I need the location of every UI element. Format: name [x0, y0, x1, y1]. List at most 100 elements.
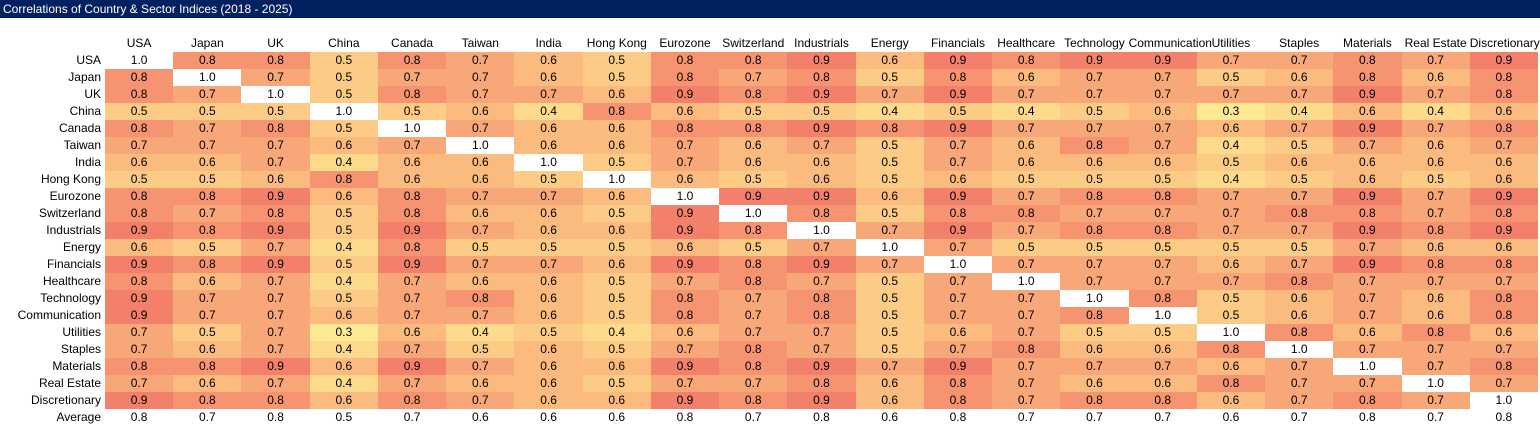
heatmap-cell: 1.0: [855, 239, 924, 256]
heatmap-cell: 0.7: [446, 188, 515, 205]
heatmap-cell: 0.8: [1401, 324, 1470, 341]
heatmap-cell: 0.5: [1196, 307, 1266, 324]
heatmap-cell: 0.9: [377, 256, 447, 273]
heatmap-cell: 0.5: [582, 154, 651, 171]
column-header: Materials: [1343, 36, 1392, 50]
heatmap-cell: 0.7: [446, 120, 515, 137]
heatmap-cell: 0.8: [173, 188, 242, 205]
heatmap-cell: 0.6: [582, 120, 651, 137]
row-label: Technology: [40, 291, 101, 305]
heatmap-cell: 0.5: [855, 273, 924, 290]
heatmap-cell: 0.7: [105, 137, 174, 154]
heatmap-cell: 0.4: [582, 324, 651, 341]
heatmap-cell: 0.7: [1265, 256, 1334, 273]
row-label: Materials: [52, 359, 101, 373]
heatmap-cell: 0.8: [992, 205, 1061, 222]
heatmap-cell: 0.8: [105, 86, 174, 103]
heatmap-cell: 0.5: [173, 171, 242, 188]
heatmap-cell: 0.7: [173, 307, 242, 324]
heatmap-cell: 0.8: [1128, 188, 1197, 205]
heatmap-cell: 0.8: [582, 103, 651, 120]
heatmap-cell: 0.8: [173, 392, 242, 409]
heatmap-cell: 0.3: [1196, 103, 1266, 120]
heatmap-cell: 0.5: [855, 324, 924, 341]
heatmap-cell: 0.7: [514, 188, 583, 205]
heatmap-cell: 0.7: [173, 120, 242, 137]
heatmap-cell: 0.7: [1128, 205, 1197, 222]
heatmap-cell: 0.8: [923, 205, 993, 222]
heatmap-cell: 0.7: [377, 69, 447, 86]
heatmap-cell: 0.6: [992, 69, 1061, 86]
heatmap-cell: 1.0: [309, 103, 378, 120]
row-label: UK: [84, 87, 101, 101]
heatmap-cell: 0.7: [1128, 69, 1197, 86]
heatmap-cell: 0.7: [241, 137, 310, 154]
row-label: Industrials: [46, 223, 101, 237]
heatmap-cell: 1.0: [1128, 307, 1197, 324]
heatmap-cell: 0.6: [1469, 154, 1538, 171]
heatmap-cell: 0.7: [1196, 52, 1266, 69]
heatmap-cell: 0.9: [787, 188, 856, 205]
heatmap-cell: 0.8: [105, 120, 174, 137]
heatmap-cell: 0.6: [1265, 69, 1334, 86]
heatmap-cell: 0.7: [1401, 273, 1470, 290]
average-cell: 0.7: [403, 410, 421, 424]
heatmap-cell: 0.7: [1060, 205, 1129, 222]
heatmap-cell: 0.8: [377, 188, 447, 205]
heatmap-cell: 0.7: [446, 307, 515, 324]
heatmap-cell: 0.6: [514, 375, 583, 392]
heatmap-cell: 0.7: [446, 222, 515, 239]
heatmap-cell: 0.5: [173, 103, 242, 120]
title-bar: Correlations of Country & Sector Indices…: [0, 0, 1540, 18]
heatmap-cell: 0.6: [650, 103, 720, 120]
heatmap-cell: 0.5: [582, 375, 651, 392]
heatmap-cell: 0.6: [650, 324, 720, 341]
heatmap-cell: 0.6: [855, 52, 924, 69]
heatmap-cell: 0.9: [650, 205, 720, 222]
heatmap-cell: 1.0: [1333, 358, 1402, 375]
heatmap-cell: 0.7: [1196, 86, 1266, 103]
average-label: Average: [56, 410, 101, 424]
heatmap-cell: 0.4: [446, 324, 515, 341]
heatmap-cell: 0.5: [719, 103, 788, 120]
heatmap-cell: 0.6: [446, 103, 515, 120]
column-header: Eurozone: [659, 36, 711, 50]
heatmap-cell: 0.5: [514, 324, 583, 341]
heatmap-cell: 0.7: [1265, 375, 1334, 392]
heatmap-cell: 0.5: [582, 273, 651, 290]
heatmap-cell: 0.5: [1196, 290, 1266, 307]
heatmap-cell: 0.9: [923, 52, 993, 69]
heatmap-cell: 1.0: [650, 188, 720, 205]
heatmap-cell: 0.6: [1265, 307, 1334, 324]
row-label: USA: [76, 53, 101, 67]
heatmap-cell: 0.9: [105, 222, 174, 239]
heatmap-cell: 0.6: [514, 341, 583, 358]
heatmap-cell: 0.7: [1196, 188, 1266, 205]
heatmap-cell: 0.6: [446, 154, 515, 171]
heatmap-cell: 1.0: [1265, 341, 1334, 358]
heatmap-cell: 0.6: [105, 239, 174, 256]
heatmap-cell: 0.8: [719, 392, 788, 409]
average-cell: 0.6: [881, 410, 899, 424]
heatmap-cell: 0.7: [992, 324, 1061, 341]
heatmap-cell: 0.5: [173, 239, 242, 256]
column-header: Industrials: [794, 36, 849, 50]
heatmap-cell: 0.9: [1333, 86, 1402, 103]
heatmap-cell: 0.6: [514, 205, 583, 222]
heatmap-cell: 0.6: [173, 273, 242, 290]
heatmap-cell: 0.8: [787, 69, 856, 86]
heatmap-cell: 0.8: [923, 69, 993, 86]
column-header: India: [535, 36, 562, 50]
heatmap-cell: 0.7: [446, 392, 515, 409]
heatmap-cell: 0.6: [309, 392, 378, 409]
heatmap-cell: 0.5: [1265, 171, 1334, 188]
heatmap-cell: 0.7: [855, 256, 924, 273]
heatmap-cell: 1.0: [582, 171, 651, 188]
heatmap-cell: 0.8: [241, 120, 310, 137]
heatmap-cell: 0.7: [377, 273, 447, 290]
heatmap-cell: 1.0: [514, 154, 583, 171]
heatmap-cell: 0.7: [1469, 137, 1538, 154]
heatmap-cell: 0.5: [582, 290, 651, 307]
heatmap-cell: 0.5: [1265, 137, 1334, 154]
heatmap-cell: 0.6: [514, 120, 583, 137]
